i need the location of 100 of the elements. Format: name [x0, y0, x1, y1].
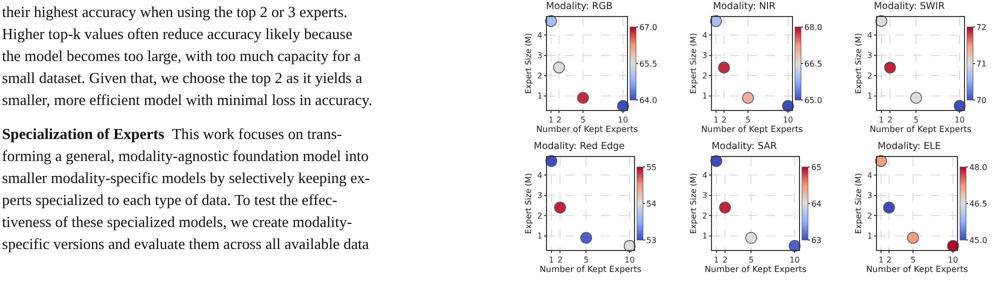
- color-bar-label: 45.0: [969, 236, 988, 245]
- x-tick-label: 10: [782, 116, 794, 125]
- y-axis-title: Expert Size (M): [524, 33, 534, 94]
- point: [577, 92, 589, 104]
- color-bar-label: 72: [976, 22, 987, 32]
- text: smaller modality-specific models by selectively keeping ex-: [2, 170, 370, 188]
- chart-title: Modality: NIR: [712, 0, 776, 12]
- x-axis-title: Number of Kept Experts: [701, 125, 804, 136]
- x-axis-title: Number of Kept Experts: [536, 125, 638, 136]
- x-tick-label: 1: [714, 256, 719, 265]
- x-tick-label: 5: [910, 256, 916, 265]
- y-tick-label: 1: [537, 92, 542, 101]
- chart-title: Modality: SWIR: [874, 0, 946, 12]
- text: perts specialized to each type of data. To test the effec-: [2, 192, 338, 210]
- y-tick-label: 3: [702, 51, 708, 60]
- y-tick-label: 3: [867, 191, 872, 200]
- x-tick-label: 10: [790, 256, 800, 265]
- y-tick-label: 1: [537, 232, 542, 241]
- y-tick-label: 4: [702, 31, 708, 40]
- x-tick-label: 10: [948, 256, 958, 265]
- y-tick-label: 4: [867, 171, 872, 180]
- color-bar-label: 54: [646, 199, 657, 208]
- point: [745, 232, 758, 244]
- text: Higher top-k values often reduce accuracy likely because: [2, 26, 352, 44]
- x-tick-label: 5: [580, 116, 586, 125]
- x-tick-label: 2: [558, 256, 563, 265]
- point: [907, 232, 919, 244]
- x-tick-label: 2: [888, 116, 893, 125]
- color-bar-label: 53: [646, 236, 657, 245]
- text: specific versions and evaluate them across all available data: [2, 236, 369, 254]
- point: [910, 92, 922, 104]
- x-axis-title: Number of Kept Experts: [540, 265, 642, 276]
- x-tick-label: 5: [584, 256, 589, 265]
- x-tick-label: 2: [722, 256, 728, 265]
- x-tick-label: 10: [954, 116, 965, 125]
- x-tick-label: 1: [548, 256, 554, 265]
- color-bar-label: 65.0: [804, 96, 822, 105]
- text: forming a general, modality-agnostic foundation model into: [2, 148, 369, 166]
- color-bar-label: 64: [811, 199, 822, 208]
- y-axis-title: Expert Size (M): [689, 33, 698, 94]
- x-tick-label: 2: [886, 256, 892, 265]
- y-tick-label: 2: [867, 71, 872, 80]
- color-bar-label: 46.5: [969, 199, 988, 208]
- color-bar-label: 66.5: [804, 59, 822, 68]
- x-axis-title: Number of Kept Experts: [866, 265, 968, 276]
- x-tick-label: 2: [721, 116, 727, 125]
- x-tick-label: 1: [713, 116, 719, 125]
- text: tiveness of these specialized models, we create modality-: [2, 214, 352, 232]
- y-tick-label: 3: [702, 191, 708, 200]
- y-axis-title: Expert Size (M): [689, 173, 698, 234]
- chart-title: Modality: ELE: [878, 140, 941, 152]
- y-tick-label: 3: [867, 51, 872, 60]
- point: [742, 92, 754, 104]
- text: the model becomes too large, with too much capacity for a: [2, 48, 361, 66]
- y-tick-label: 3: [537, 51, 542, 60]
- color-bar-label: 70: [976, 96, 987, 105]
- chart-title: Modality: SAR: [712, 140, 778, 152]
- chart-title: Modality: RGB: [546, 0, 612, 12]
- text: small dataset. Given that, we choose the top 2 as it yields a: [2, 70, 362, 88]
- text: Specialization of Experts: [2, 126, 164, 143]
- y-tick-label: 1: [702, 92, 708, 101]
- text: This work focuses on trans-: [170, 126, 342, 143]
- color-bar-label: 68.0: [804, 22, 822, 32]
- x-tick-label: 5: [748, 256, 754, 265]
- point: [580, 232, 592, 244]
- x-axis-title: Number of Kept Experts: [704, 265, 807, 276]
- text: their highest accuracy when using the top 2 or 3 experts.: [2, 4, 348, 22]
- point: [718, 62, 730, 74]
- x-tick-label: 5: [745, 116, 751, 125]
- y-tick-label: 2: [702, 71, 708, 80]
- y-axis-title: Expert Size (M): [854, 173, 864, 234]
- point: [883, 202, 895, 214]
- point: [884, 62, 896, 74]
- chart-title: Modality: Red Edge: [534, 140, 625, 152]
- x-tick-label: 10: [618, 116, 628, 125]
- y-tick-label: 4: [537, 171, 542, 180]
- y-tick-label: 1: [867, 232, 872, 241]
- x-tick-label: 5: [914, 116, 919, 125]
- text: smaller, more efficient model with minimal loss in accuracy.: [2, 92, 372, 110]
- y-tick-label: 1: [702, 232, 708, 241]
- color-bar-label: 55: [646, 162, 657, 172]
- y-axis-title: Expert Size (M): [524, 173, 534, 234]
- y-tick-label: 4: [867, 31, 872, 40]
- y-axis-title: Expert Size (M): [854, 33, 864, 94]
- x-axis-title: Number of Kept Experts: [870, 125, 972, 136]
- color-bar-label: 64.0: [639, 96, 658, 105]
- color-bar-label: 71: [976, 59, 987, 68]
- y-tick-label: 3: [537, 191, 542, 200]
- color-bar-label: 48.0: [969, 162, 988, 172]
- x-tick-label: 2: [556, 116, 562, 125]
- y-tick-label: 2: [537, 71, 542, 80]
- point: [719, 202, 731, 214]
- y-tick-label: 2: [702, 211, 708, 220]
- y-tick-label: 4: [702, 171, 708, 180]
- x-tick-label: 1: [548, 116, 554, 125]
- x-tick-label: 1: [878, 116, 884, 125]
- y-tick-label: 2: [537, 211, 542, 220]
- color-bar-label: 65.5: [639, 59, 658, 68]
- color-bar-label: 65: [811, 162, 822, 172]
- color-bar-label: 63: [811, 236, 822, 245]
